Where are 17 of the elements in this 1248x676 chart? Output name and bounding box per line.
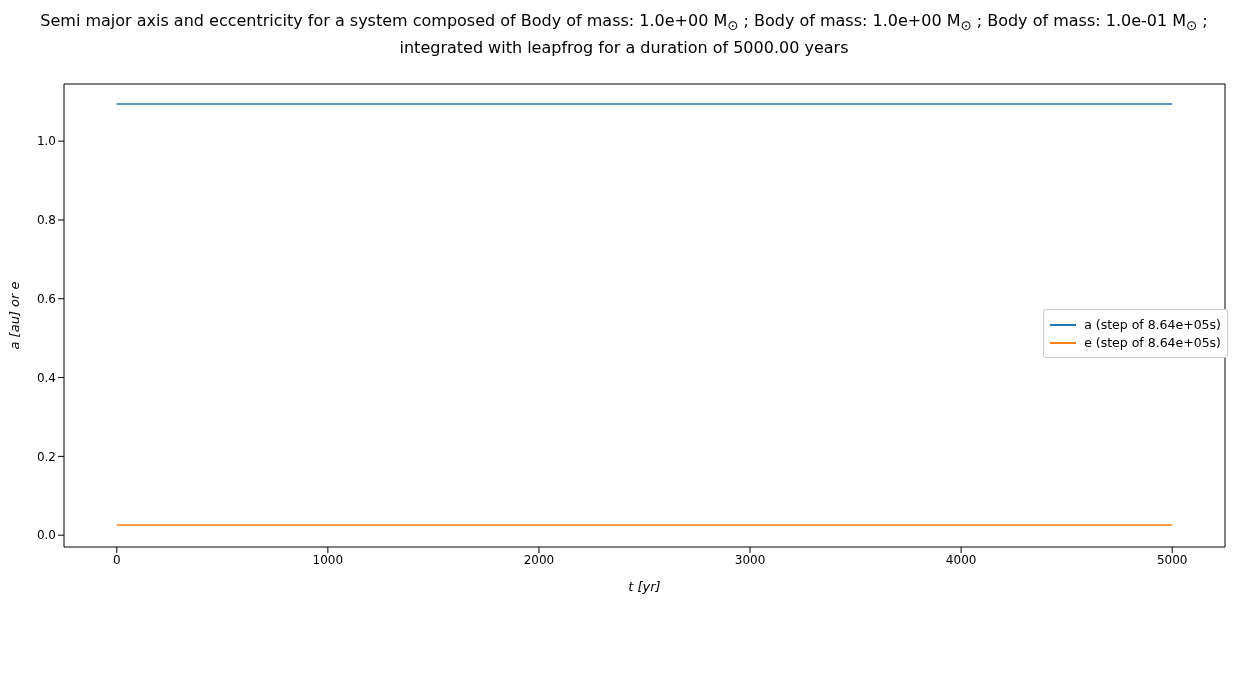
legend-label: a (step of 8.64e+05s) (1084, 317, 1221, 333)
x-tick-label: 2000 (523, 552, 555, 567)
y-tick-label: 0.4 (36, 371, 56, 386)
y-tick-label: 0.8 (36, 213, 56, 228)
x-tick-label: 1000 (312, 552, 344, 567)
x-tick-label: 4000 (945, 552, 977, 567)
y-tick-label: 0.2 (36, 449, 56, 464)
x-axis-title: t [yr] (628, 579, 661, 595)
y-tick-label: 0.6 (36, 292, 56, 307)
x-tick-label: 0 (112, 552, 121, 567)
chart-title: Semi major axis and eccentricity for a system composed of Body of mass: 1.0e+00 M$_{⊙}$ ; Body of mass: 1.0e+00 M$_{⊙}$ ; Body of mass: 1.0e-01 M$_{⊙}$ ; integrated with leapfrog for a duration of 5000.00 years (40, 11, 1208, 58)
x-tick-label: 5000 (1156, 552, 1188, 567)
y-axis-title: a [au] or e (6, 281, 22, 350)
y-tick-label: 1.0 (36, 134, 56, 149)
legend-label: e (step of 8.64e+05s) (1084, 335, 1221, 351)
y-tick-label: 0.0 (36, 528, 56, 543)
x-tick-label: 3000 (734, 552, 766, 567)
